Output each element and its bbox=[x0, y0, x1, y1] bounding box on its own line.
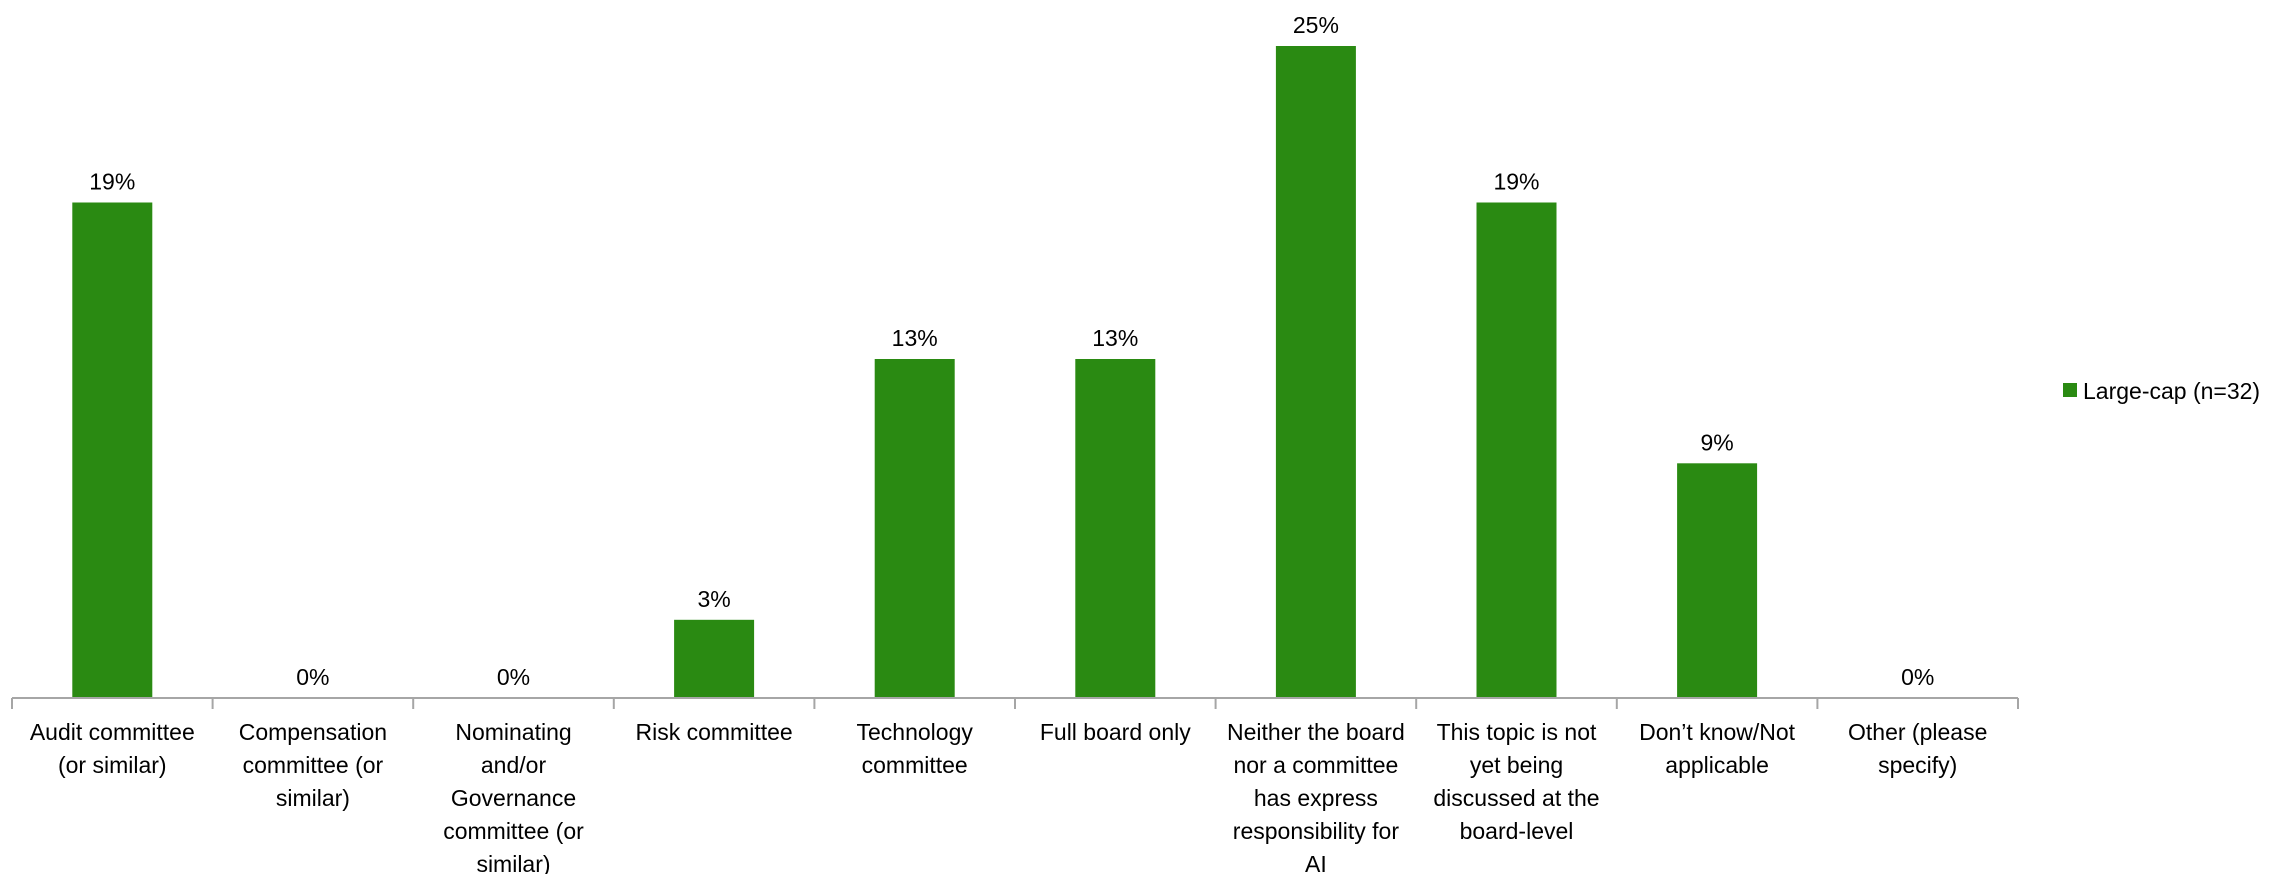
x-axis bbox=[11, 697, 2019, 709]
x-tick-label-line: Compensation bbox=[239, 719, 387, 745]
x-tick-label: Don’t know/Not applicable bbox=[1639, 719, 1796, 778]
data-label: 13% bbox=[892, 325, 938, 351]
x-tick-label: Compensation committee (or similar) bbox=[239, 719, 387, 811]
data-label: 19% bbox=[1493, 169, 1539, 195]
data-label: 25% bbox=[1293, 12, 1339, 38]
x-tick-label-line: Nominating bbox=[455, 719, 571, 745]
x-tick-label-line: Governance bbox=[451, 785, 576, 811]
x-tick-label-line: Other (please bbox=[1848, 719, 1987, 745]
x-tick-label-line: Technology bbox=[857, 719, 974, 745]
bars-group bbox=[72, 46, 1758, 698]
data-label: 13% bbox=[1092, 325, 1138, 351]
x-tick-label-line: yet being bbox=[1470, 752, 1563, 778]
x-tick-label: Technology committee bbox=[857, 719, 974, 778]
x-tick-labels-group: Audit committee (or similar) Compensation c… bbox=[30, 719, 1988, 874]
bar bbox=[1677, 463, 1758, 698]
data-label: 0% bbox=[296, 664, 329, 690]
bar bbox=[1075, 359, 1156, 698]
x-tick-label-line: nor a committee bbox=[1233, 752, 1398, 778]
x-tick-label-line: committee bbox=[862, 752, 968, 778]
x-tick-label-line: discussed at the bbox=[1433, 785, 1599, 811]
x-tick-label-line: committee (or bbox=[243, 752, 384, 778]
x-tick-label-line: board-level bbox=[1460, 818, 1574, 844]
legend: Large-cap (n=32) bbox=[2063, 378, 2260, 404]
data-label: 0% bbox=[497, 664, 530, 690]
data-label: 9% bbox=[1700, 429, 1733, 455]
x-tick-label-line: (or similar) bbox=[58, 752, 167, 778]
x-tick-label-line: committee (or bbox=[443, 818, 584, 844]
bar bbox=[674, 619, 755, 698]
x-tick-label-line: similar) bbox=[476, 851, 550, 874]
bar bbox=[1275, 46, 1356, 698]
x-tick-label: Nominating and/or Governance committee (or s… bbox=[443, 719, 584, 874]
x-tick-label-line: Don’t know/Not bbox=[1639, 719, 1796, 745]
x-tick-label: Audit committee (or similar) bbox=[30, 719, 195, 778]
data-labels-group: 19% 0% 0% 3% 13% 13% 25% 19% 9% 0% bbox=[89, 12, 1934, 690]
data-label: 19% bbox=[89, 169, 135, 195]
x-tick-label-line: has express bbox=[1254, 785, 1378, 811]
x-tick-label-line: Full board only bbox=[1040, 719, 1191, 745]
x-tick-label-line: responsibility for bbox=[1233, 818, 1400, 844]
x-tick-label: Other (please specify) bbox=[1848, 719, 1987, 778]
x-tick-label-line: similar) bbox=[276, 785, 350, 811]
legend-label: Large-cap (n=32) bbox=[2083, 378, 2260, 404]
x-tick-label: Full board only bbox=[1040, 719, 1191, 745]
x-tick-label-line: AI bbox=[1305, 851, 1327, 874]
x-tick-label-line: Audit committee bbox=[30, 719, 195, 745]
x-tick-label-line: This topic is not bbox=[1437, 719, 1597, 745]
x-tick-label-line: Risk committee bbox=[635, 719, 792, 745]
legend-swatch bbox=[2063, 383, 2077, 397]
bar bbox=[874, 359, 955, 698]
x-tick-label: Neither the board nor a committee has expr… bbox=[1227, 719, 1405, 874]
bar bbox=[72, 202, 153, 698]
x-tick-label-line: applicable bbox=[1665, 752, 1769, 778]
data-label: 3% bbox=[697, 586, 730, 612]
x-tick-label-line: Neither the board bbox=[1227, 719, 1405, 745]
x-tick-label-line: specify) bbox=[1878, 752, 1957, 778]
data-label: 0% bbox=[1901, 664, 1934, 690]
x-tick-label-line: and/or bbox=[481, 752, 547, 778]
x-tick-label: Risk committee bbox=[635, 719, 792, 745]
bar bbox=[1476, 202, 1557, 698]
x-tick-label: This topic is not yet being discussed at t… bbox=[1433, 719, 1599, 844]
